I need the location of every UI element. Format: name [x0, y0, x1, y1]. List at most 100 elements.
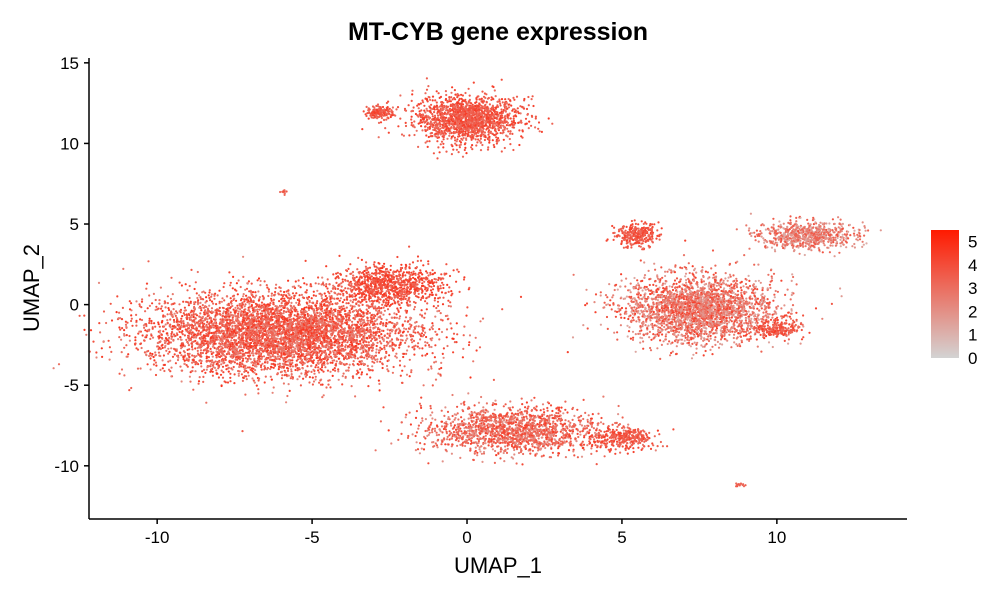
- cell-point: [500, 119, 503, 122]
- cell-point: [456, 104, 459, 107]
- cell-point: [413, 120, 416, 123]
- cell-point: [427, 368, 430, 371]
- cell-point: [284, 363, 287, 366]
- cell-point: [528, 120, 531, 123]
- cell-point: [401, 323, 404, 326]
- cell-point: [252, 354, 255, 357]
- cell-point: [434, 99, 437, 102]
- cell-point: [428, 117, 431, 120]
- cell-point: [389, 115, 392, 119]
- cell-point: [294, 347, 297, 350]
- cell-point: [480, 97, 483, 100]
- cell-point: [191, 344, 194, 347]
- cell-point: [410, 338, 413, 341]
- cell-point: [440, 112, 443, 115]
- cell-point: [294, 280, 297, 283]
- cell-point: [425, 335, 428, 339]
- cell-point: [340, 305, 343, 308]
- cell-point: [379, 298, 382, 301]
- cell-point: [449, 100, 452, 103]
- cell-point: [178, 303, 181, 306]
- cell-point: [137, 332, 140, 335]
- cell-point: [180, 354, 183, 357]
- cell-point: [329, 300, 332, 303]
- cell-point: [487, 146, 490, 149]
- cell-point: [145, 334, 148, 337]
- cell-point: [464, 98, 467, 101]
- cell-point: [412, 345, 416, 348]
- cell-point: [161, 309, 164, 313]
- cell-point: [493, 89, 496, 92]
- cell-point: [398, 315, 402, 318]
- cell-point: [530, 124, 533, 127]
- cell-point: [500, 124, 503, 127]
- cell-point: [427, 115, 430, 118]
- cell-point: [293, 297, 296, 300]
- cell-point: [317, 366, 320, 369]
- cell-point: [232, 334, 235, 337]
- cell-point: [476, 141, 479, 144]
- cell-point: [377, 136, 380, 139]
- cell-point: [455, 108, 458, 111]
- cell-point: [329, 370, 332, 373]
- cell-point: [479, 135, 482, 138]
- cell-point: [367, 107, 370, 110]
- cell-point: [218, 306, 221, 309]
- cell-point: [483, 119, 486, 122]
- cell-point: [378, 382, 381, 385]
- cell-point: [289, 377, 292, 380]
- cell-point: [227, 370, 230, 373]
- cell-point: [410, 369, 413, 372]
- cell-point: [406, 330, 410, 333]
- cell-point: [455, 123, 458, 126]
- cell-point: [118, 336, 121, 339]
- cell-point: [101, 355, 104, 358]
- cell-point: [314, 366, 317, 369]
- cell-point: [395, 352, 398, 355]
- cell-point: [135, 324, 138, 327]
- cell-point: [322, 394, 325, 397]
- cell-point: [297, 284, 300, 287]
- cell-point: [161, 367, 164, 370]
- cell-point: [198, 325, 201, 328]
- cell-point: [491, 127, 494, 130]
- cell-point: [266, 286, 269, 289]
- cell-point: [460, 93, 463, 96]
- cell-point: [473, 129, 476, 132]
- cell-point: [451, 98, 454, 101]
- cell-point: [473, 112, 477, 115]
- cell-point: [520, 135, 523, 138]
- cell-point: [512, 115, 515, 118]
- cell-point: [290, 370, 293, 373]
- cell-point: [444, 314, 447, 318]
- cell-point: [221, 365, 225, 368]
- cell-point: [238, 349, 241, 352]
- cell-point: [547, 117, 550, 120]
- cell-point: [257, 277, 261, 280]
- cell-point: [453, 96, 456, 100]
- cell-point: [452, 127, 455, 130]
- cell-point: [305, 283, 308, 286]
- cell-point: [241, 379, 244, 382]
- cell-point: [450, 131, 453, 135]
- cell-point: [385, 109, 388, 112]
- cell-point: [438, 328, 441, 331]
- cell-point: [244, 357, 247, 360]
- cell-point: [551, 122, 554, 125]
- cell-point: [270, 292, 273, 295]
- cell-point: [423, 109, 426, 112]
- cell-point: [375, 338, 378, 341]
- cell-point: [275, 283, 278, 286]
- cell-point: [163, 363, 166, 366]
- cell-point: [404, 121, 407, 124]
- cell-point: [402, 134, 405, 137]
- cell-point: [148, 319, 151, 322]
- cell-point: [348, 314, 351, 317]
- cell-point: [476, 135, 479, 138]
- cell-point: [125, 325, 128, 328]
- cell-point: [444, 132, 447, 135]
- cell-point: [398, 364, 402, 367]
- cell-point: [411, 341, 414, 344]
- cell-point: [455, 140, 458, 143]
- cell-point: [184, 283, 187, 286]
